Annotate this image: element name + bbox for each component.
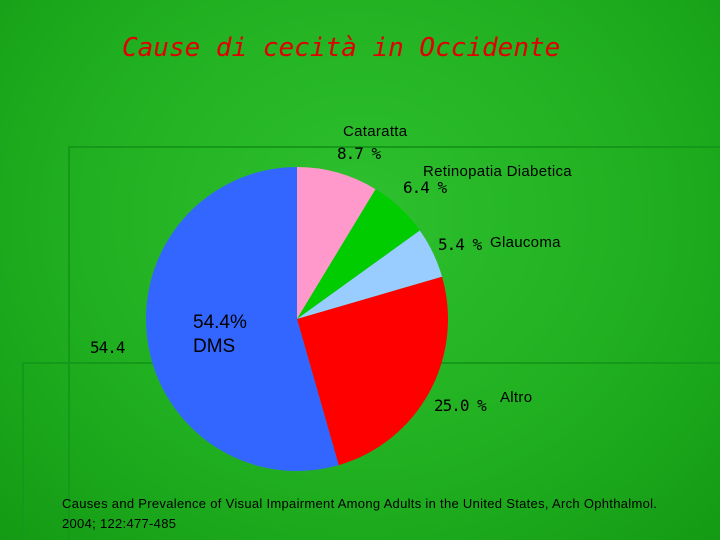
decorative-line xyxy=(68,146,70,540)
slice-label-retinopatia: Retinopatia Diabetica xyxy=(423,163,572,180)
slice-label-cataratta: Cataratta xyxy=(343,123,408,140)
slice-pct-glaucoma: 5.4 % xyxy=(438,235,482,254)
pie-slice-dms xyxy=(145,167,339,471)
source-citation: Causes and Prevalence of Visual Impairme… xyxy=(62,496,658,531)
decorative-line xyxy=(68,146,720,148)
pie-slice-altro xyxy=(297,276,448,466)
slice-pct-cataratta: 8.7 % xyxy=(337,144,381,163)
slice-label-altro: Altro xyxy=(500,389,533,406)
slice-pct-altro: 25.0 % xyxy=(434,396,487,415)
slice-pct-dms: 54.4% xyxy=(193,312,247,333)
slice-label-dms: 54.4% DMS xyxy=(193,311,247,359)
pie-slice-retinopatia-diabetica xyxy=(297,189,420,319)
pie-slice-glaucoma xyxy=(297,230,443,319)
slice-pct-retinopatia: 6.4 % xyxy=(403,178,447,197)
slice-name-dms: DMS xyxy=(193,336,236,357)
decorative-line xyxy=(22,362,24,540)
slice-label-glaucoma: Glaucoma xyxy=(490,234,561,251)
pie-slice-cataratta xyxy=(297,167,376,319)
page-title: Cause di cecità in Occidente xyxy=(122,33,561,63)
extra-value-label: 54.4 xyxy=(90,338,126,357)
